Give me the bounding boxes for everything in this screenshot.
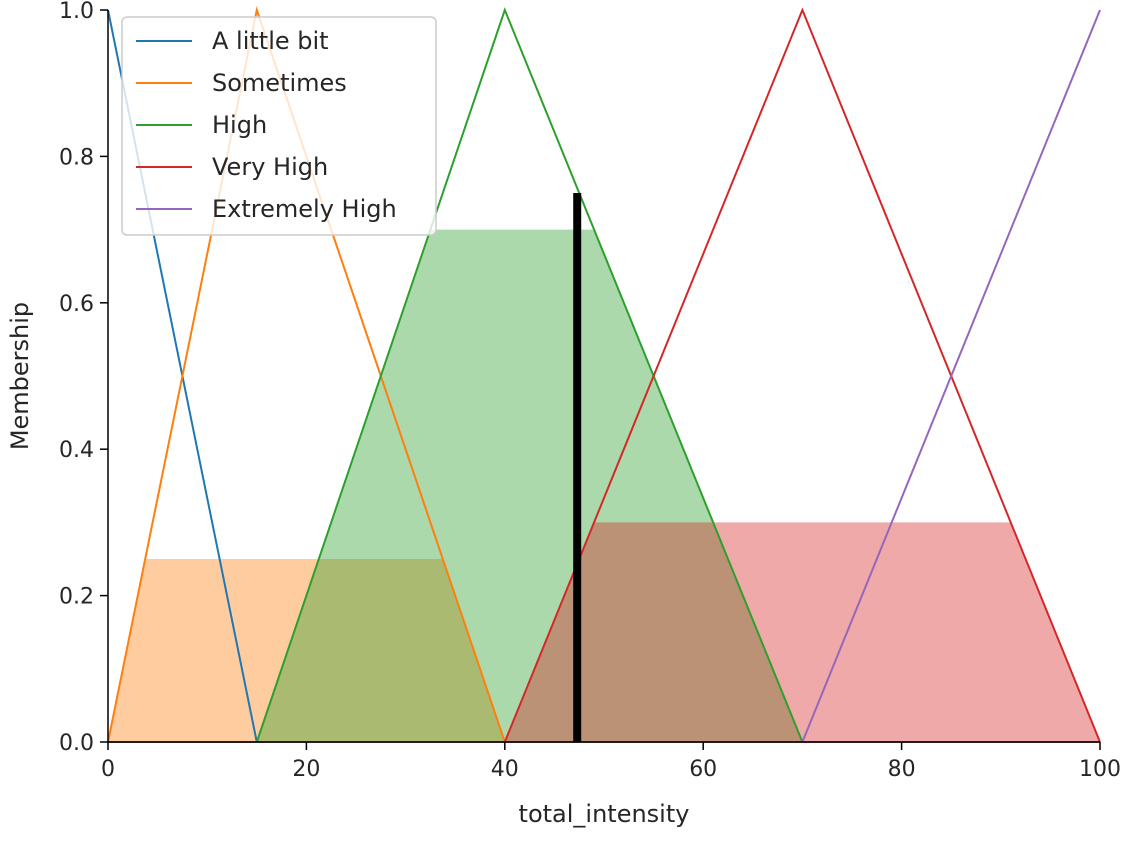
fill-sometimes (108, 559, 505, 742)
x-tick-label: 100 (1079, 757, 1121, 782)
series-line-sometimes (107, 6, 506, 743)
x-ticks: 0 20 40 60 80 100 (101, 742, 1121, 782)
y-tick-label: 0.0 (59, 731, 94, 756)
series-line-high (255, 7, 804, 743)
activation-fills (108, 229, 1100, 743)
y-tick-label: 0.8 (59, 145, 94, 170)
fill-high (256, 229, 803, 743)
legend-label-sometimes: Sometimes (212, 69, 347, 97)
x-tick-label: 80 (888, 757, 916, 782)
legend-label-high: High (212, 111, 267, 139)
x-tick-label: 60 (689, 757, 717, 782)
series-line-extremely-high (801, 9, 1101, 743)
y-tick-label: 0.4 (59, 438, 94, 463)
y-tick-label: 0.6 (59, 292, 94, 317)
y-tick-label: 0.2 (59, 585, 94, 610)
legend-label-extremely-high: Extremely High (212, 195, 397, 223)
series-line-very-high (503, 7, 1101, 743)
y-ticks: 0.0 0.2 0.4 0.6 0.8 1.0 (59, 0, 108, 756)
y-tick-label: 1.0 (59, 0, 94, 24)
x-tick-label: 0 (101, 757, 115, 782)
fill-very-high (504, 522, 1100, 742)
legend-label-very-high: Very High (212, 153, 328, 181)
x-axis-label: total_intensity (519, 800, 690, 828)
legend: A little bit Sometimes High Very High Extrem… (121, 16, 437, 236)
y-axis-label: Membership (6, 302, 34, 450)
axes (107, 10, 1100, 743)
legend-box (121, 16, 437, 236)
legend-label-a-little-bit: A little bit (212, 27, 329, 55)
x-tick-label: 20 (292, 757, 320, 782)
x-tick-label: 40 (491, 757, 519, 782)
